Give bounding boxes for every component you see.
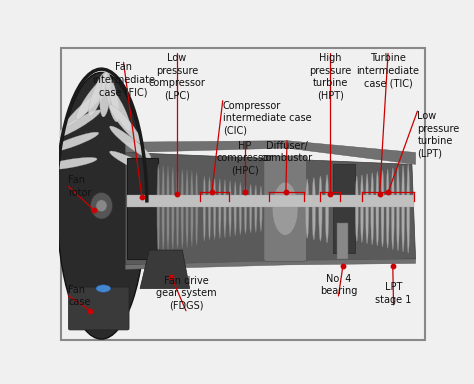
Ellipse shape <box>371 173 374 245</box>
Ellipse shape <box>360 175 364 242</box>
Text: Low
pressure
turbine
(LPT): Low pressure turbine (LPT) <box>418 111 460 158</box>
Text: Fan drive
gear system
(FDGS): Fan drive gear system (FDGS) <box>155 276 216 311</box>
Text: Fan
rotor: Fan rotor <box>68 175 92 198</box>
Ellipse shape <box>392 168 394 250</box>
Ellipse shape <box>176 168 179 250</box>
FancyBboxPatch shape <box>127 159 158 259</box>
Ellipse shape <box>272 182 298 235</box>
Ellipse shape <box>106 76 119 122</box>
Ellipse shape <box>219 179 221 238</box>
Ellipse shape <box>224 180 226 238</box>
Ellipse shape <box>91 192 112 219</box>
Ellipse shape <box>46 132 99 152</box>
Ellipse shape <box>162 165 164 252</box>
Ellipse shape <box>356 176 358 241</box>
Ellipse shape <box>191 170 193 247</box>
Text: Compressor
intermediate case
(CIC): Compressor intermediate case (CIC) <box>223 101 311 136</box>
Ellipse shape <box>381 170 384 247</box>
Polygon shape <box>125 141 416 164</box>
Ellipse shape <box>76 79 105 119</box>
Ellipse shape <box>244 183 247 234</box>
Ellipse shape <box>234 182 237 236</box>
Ellipse shape <box>229 180 231 237</box>
Ellipse shape <box>171 167 174 250</box>
Ellipse shape <box>157 164 160 253</box>
Ellipse shape <box>109 151 158 176</box>
Ellipse shape <box>57 73 146 339</box>
Text: High
pressure
turbine
(HPT): High pressure turbine (HPT) <box>309 53 352 101</box>
Polygon shape <box>125 152 416 265</box>
Ellipse shape <box>88 72 107 116</box>
Ellipse shape <box>365 174 369 243</box>
Ellipse shape <box>401 166 405 252</box>
Ellipse shape <box>100 71 111 117</box>
Ellipse shape <box>396 167 400 251</box>
Ellipse shape <box>255 185 257 232</box>
Ellipse shape <box>306 179 309 238</box>
Text: Diffuser/
combustor: Diffuser/ combustor <box>261 141 313 163</box>
Ellipse shape <box>195 171 198 246</box>
Text: HP
compressor
(HPC): HP compressor (HPC) <box>216 141 273 175</box>
Text: Turbine
intermediate
case (TIC): Turbine intermediate case (TIC) <box>356 53 419 88</box>
Ellipse shape <box>64 92 102 127</box>
Ellipse shape <box>96 285 110 292</box>
Ellipse shape <box>186 170 189 248</box>
Ellipse shape <box>407 164 410 253</box>
Bar <box>337 223 347 259</box>
Ellipse shape <box>312 178 316 240</box>
Ellipse shape <box>108 88 131 131</box>
Ellipse shape <box>325 175 328 243</box>
Ellipse shape <box>208 177 211 240</box>
Ellipse shape <box>203 176 206 241</box>
Ellipse shape <box>319 176 322 241</box>
FancyBboxPatch shape <box>68 287 129 330</box>
Text: LPT
stage 1: LPT stage 1 <box>375 282 412 305</box>
Polygon shape <box>125 259 416 269</box>
Ellipse shape <box>41 157 97 170</box>
Text: Fan
intermediate
case (FIC): Fan intermediate case (FIC) <box>92 62 155 97</box>
Ellipse shape <box>213 178 216 240</box>
Ellipse shape <box>239 182 242 235</box>
Ellipse shape <box>376 171 379 246</box>
Ellipse shape <box>181 169 184 248</box>
Ellipse shape <box>249 184 252 233</box>
Ellipse shape <box>386 169 389 248</box>
FancyBboxPatch shape <box>264 156 307 262</box>
Polygon shape <box>140 250 190 288</box>
Ellipse shape <box>166 166 170 251</box>
Ellipse shape <box>109 126 151 159</box>
Text: No. 4
bearing: No. 4 bearing <box>320 273 357 296</box>
Ellipse shape <box>260 186 262 232</box>
Ellipse shape <box>109 105 142 143</box>
Text: Fan
case: Fan case <box>68 285 91 307</box>
Text: Low
pressure
compressor
(LPC): Low pressure compressor (LPC) <box>148 53 205 101</box>
Bar <box>127 195 414 207</box>
Ellipse shape <box>96 200 107 212</box>
Ellipse shape <box>55 110 100 138</box>
FancyBboxPatch shape <box>333 164 355 253</box>
